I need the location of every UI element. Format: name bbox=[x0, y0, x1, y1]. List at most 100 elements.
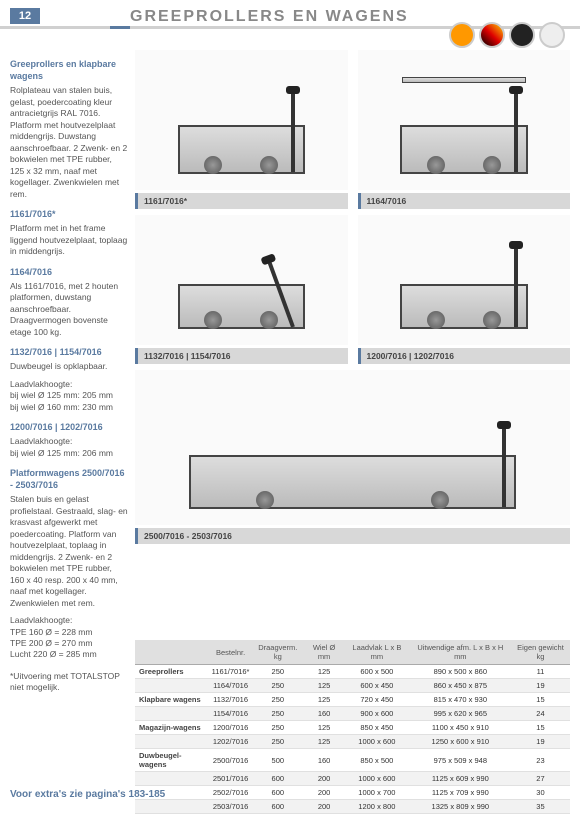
sidebar-text: Stalen buis en gelast profielstaal. Gest… bbox=[10, 494, 128, 609]
cell: 15 bbox=[511, 693, 570, 707]
cell: 2502/7016 bbox=[210, 786, 252, 800]
badges bbox=[449, 22, 565, 48]
sidebar-heading: 1164/7016 bbox=[10, 266, 128, 278]
cell: 1200/7016 bbox=[210, 721, 252, 735]
table-row: 1164/7016250125600 x 450860 x 450 x 8751… bbox=[135, 679, 570, 693]
cell: 35 bbox=[511, 800, 570, 814]
cell: 1132/7016 bbox=[210, 693, 252, 707]
cell: 600 bbox=[251, 786, 304, 800]
cell: 1325 x 809 x 990 bbox=[410, 800, 511, 814]
table-row: 1202/70162501251000 x 6001250 x 600 x 91… bbox=[135, 735, 570, 749]
cell: 200 bbox=[304, 800, 344, 814]
cell: 975 x 509 x 948 bbox=[410, 749, 511, 772]
sidebar-heading: Greeprollers en klapbare wagens bbox=[10, 58, 128, 82]
product: 1132/7016 | 1154/7016 bbox=[135, 215, 348, 364]
product-image bbox=[135, 50, 348, 190]
cell: 1000 x 700 bbox=[344, 786, 410, 800]
cell: 125 bbox=[304, 721, 344, 735]
cell: 250 bbox=[251, 721, 304, 735]
page-number: 12 bbox=[10, 8, 40, 24]
sidebar-text: Als 1161/7016, met 2 houten platformen, … bbox=[10, 281, 128, 338]
cell: 995 x 620 x 965 bbox=[410, 707, 511, 721]
product-label: 2500/7016 - 2503/7016 bbox=[135, 528, 570, 544]
cell: 600 x 450 bbox=[344, 679, 410, 693]
cell: 2503/7016 bbox=[210, 800, 252, 814]
cell: 2500/7016 bbox=[210, 749, 252, 772]
cell: 15 bbox=[511, 721, 570, 735]
cell: 11 bbox=[511, 665, 570, 679]
cell: 250 bbox=[251, 735, 304, 749]
sidebar-text: Platform met in het frame liggend houtve… bbox=[10, 223, 128, 257]
cell: 160 bbox=[304, 749, 344, 772]
product-image bbox=[135, 215, 348, 345]
cell: 125 bbox=[304, 693, 344, 707]
product: 1164/7016 bbox=[358, 50, 571, 209]
cell: 600 x 500 bbox=[344, 665, 410, 679]
table-row: 2502/70166002001000 x 7001125 x 709 x 99… bbox=[135, 786, 570, 800]
col-header: Laadvlak L x B mm bbox=[344, 640, 410, 665]
col-header bbox=[135, 640, 210, 665]
col-header: Draagverm. kg bbox=[251, 640, 304, 665]
cell: 1125 x 609 x 990 bbox=[410, 772, 511, 786]
table-row: 2503/70166002001200 x 8001325 x 809 x 99… bbox=[135, 800, 570, 814]
product: 1200/7016 | 1202/7016 bbox=[358, 215, 571, 364]
cell: 815 x 470 x 930 bbox=[410, 693, 511, 707]
footer-link: Voor extra's zie pagina's 183-185 bbox=[10, 789, 165, 800]
cell: 1000 x 600 bbox=[344, 735, 410, 749]
cell: 30 bbox=[511, 786, 570, 800]
fix-badge bbox=[539, 22, 565, 48]
product-label: 1164/7016 bbox=[358, 193, 571, 209]
product-label: 1132/7016 | 1154/7016 bbox=[135, 348, 348, 364]
cell: 1100 x 450 x 910 bbox=[410, 721, 511, 735]
product-label: 1200/7016 | 1202/7016 bbox=[358, 348, 571, 364]
cell: 27 bbox=[511, 772, 570, 786]
table-row: Greeprollers1161/7016*250125600 x 500890… bbox=[135, 665, 570, 679]
cell bbox=[135, 679, 210, 693]
cell: 1202/7016 bbox=[210, 735, 252, 749]
cell: 160 bbox=[304, 707, 344, 721]
sidebar-heading: 1200/7016 | 1202/7016 bbox=[10, 421, 128, 433]
cell: 890 x 500 x 860 bbox=[410, 665, 511, 679]
cell: 24 bbox=[511, 707, 570, 721]
sidebar-heading: 1161/7016* bbox=[10, 208, 128, 220]
table-row: Duwbeugel-wagens2500/7016500160850 x 500… bbox=[135, 749, 570, 772]
cell: 1161/7016* bbox=[210, 665, 252, 679]
cell: Klapbare wagens bbox=[135, 693, 210, 707]
col-header: Wiel Ø mm bbox=[304, 640, 344, 665]
made-in-germany-badge bbox=[479, 22, 505, 48]
cell: 125 bbox=[304, 735, 344, 749]
warranty-badge bbox=[449, 22, 475, 48]
cell: 23 bbox=[511, 749, 570, 772]
cell bbox=[135, 800, 210, 814]
cell: 1200 x 800 bbox=[344, 800, 410, 814]
sidebar-text: *Uitvoering met TOTALSTOP niet mogelijk. bbox=[10, 671, 128, 694]
cell: 600 bbox=[251, 800, 304, 814]
cell: Duwbeugel-wagens bbox=[135, 749, 210, 772]
page-title: GREEPROLLERS EN WAGENS bbox=[130, 8, 409, 26]
cell: 600 bbox=[251, 772, 304, 786]
cell: 19 bbox=[511, 679, 570, 693]
cell: Greeprollers bbox=[135, 665, 210, 679]
sidebar-text: Laadvlakhoogte: TPE 160 Ø = 228 mm TPE 2… bbox=[10, 615, 128, 661]
sidebar-text: Laadvlakhoogte: bij wiel Ø 125 mm: 205 m… bbox=[10, 379, 128, 413]
sidebar-text: Laadvlakhoogte: bij wiel Ø 125 mm: 206 m… bbox=[10, 436, 128, 459]
product-grid: 1161/7016* 1164/7016 1132/7016 | 1154/7016… bbox=[135, 50, 570, 550]
cell: 1000 x 600 bbox=[344, 772, 410, 786]
table-row: Magazijn-wagens1200/7016250125850 x 4501… bbox=[135, 721, 570, 735]
cell bbox=[135, 707, 210, 721]
product-image bbox=[358, 50, 571, 190]
product: 1161/7016* bbox=[135, 50, 348, 209]
col-header: Eigen gewicht kg bbox=[511, 640, 570, 665]
cell: 250 bbox=[251, 707, 304, 721]
cell: 125 bbox=[304, 679, 344, 693]
sidebar-heading: 1132/7016 | 1154/7016 bbox=[10, 346, 128, 358]
cell: 19 bbox=[511, 735, 570, 749]
col-header: Uitwendige afm. L x B x H mm bbox=[410, 640, 511, 665]
sidebar: Greeprollers en klapbare wagens Rolplate… bbox=[10, 50, 128, 700]
cell: 1125 x 709 x 990 bbox=[410, 786, 511, 800]
cell: 250 bbox=[251, 679, 304, 693]
table-row: Klapbare wagens1132/7016250125720 x 4508… bbox=[135, 693, 570, 707]
spec-table: Bestelnr.Draagverm. kgWiel Ø mmLaadvlak … bbox=[135, 640, 570, 814]
totalstop-badge bbox=[509, 22, 535, 48]
cell: 250 bbox=[251, 665, 304, 679]
